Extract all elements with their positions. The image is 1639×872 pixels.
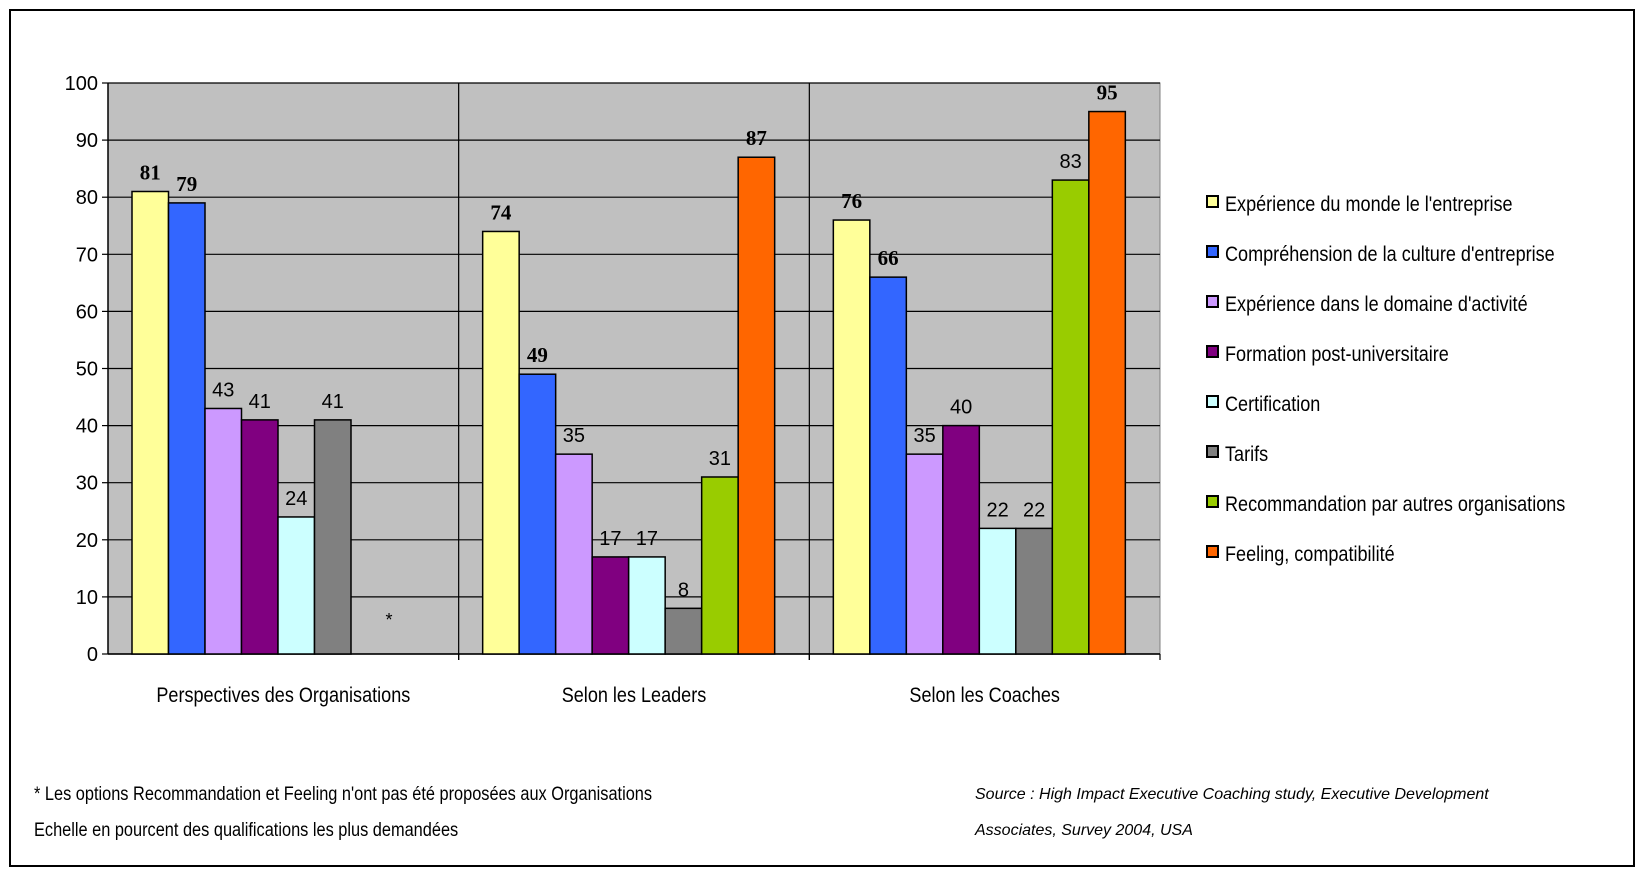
legend-label: Expérience dans le domaine d'activité bbox=[1225, 293, 1528, 316]
bar bbox=[481, 230, 520, 655]
legend-swatch bbox=[1206, 244, 1219, 258]
x-category-label: Selon les Coaches bbox=[909, 684, 1060, 708]
data-label: 24 bbox=[285, 488, 307, 510]
bar bbox=[277, 516, 316, 655]
data-label: 43 bbox=[212, 379, 234, 401]
legend-swatch bbox=[1206, 194, 1219, 208]
data-label: 41 bbox=[322, 391, 344, 413]
bar bbox=[240, 419, 279, 655]
bar bbox=[1088, 110, 1127, 655]
data-label: 87 bbox=[746, 126, 767, 150]
data-label: 66 bbox=[878, 246, 899, 270]
y-tick-label: 30 bbox=[76, 473, 98, 495]
bar bbox=[167, 202, 206, 655]
bar bbox=[869, 276, 908, 655]
legend-item-formation: Formation post-universitaire bbox=[1206, 342, 1485, 368]
y-tick-label: 100 bbox=[65, 73, 98, 95]
data-label: 81 bbox=[140, 160, 161, 184]
legend-swatch bbox=[1206, 394, 1219, 408]
data-label: 83 bbox=[1059, 151, 1081, 173]
bar bbox=[1051, 179, 1090, 655]
bar bbox=[978, 527, 1017, 655]
y-tick-label: 60 bbox=[76, 301, 98, 323]
bar bbox=[905, 453, 944, 655]
data-label: 31 bbox=[709, 448, 731, 470]
footnote-line-1: * Les options Recommandation et Feeling … bbox=[34, 784, 653, 805]
y-tick-label: 70 bbox=[76, 244, 98, 266]
legend-label: Recommandation par autres organisations bbox=[1225, 493, 1566, 516]
bar bbox=[131, 190, 170, 655]
y-tick-label: 90 bbox=[76, 130, 98, 152]
legend-label: Tarifs bbox=[1225, 443, 1269, 466]
y-tick-label: 50 bbox=[76, 359, 98, 381]
legend-label: Compréhension de la culture d'entreprise bbox=[1225, 243, 1555, 266]
bar bbox=[700, 476, 739, 655]
legend-swatch bbox=[1206, 494, 1219, 508]
y-tick-label: 20 bbox=[76, 530, 98, 552]
bar bbox=[942, 424, 981, 655]
data-label: 22 bbox=[1023, 499, 1045, 521]
legend-swatch bbox=[1206, 344, 1219, 358]
x-category-label: Selon les Leaders bbox=[562, 684, 707, 708]
legend-item-certification: Certification bbox=[1206, 392, 1336, 418]
legend-item-experience-monde: Expérience du monde le l'entreprise bbox=[1206, 192, 1559, 218]
data-label: 41 bbox=[249, 391, 271, 413]
x-category-label: Perspectives des Organisations bbox=[156, 684, 410, 708]
legend-label: Expérience du monde le l'entreprise bbox=[1225, 193, 1513, 216]
footnote-line-2: Echelle en pourcent des qualifications l… bbox=[34, 820, 459, 841]
data-label: 79 bbox=[176, 172, 197, 196]
asterisk-marker: * bbox=[385, 610, 392, 630]
legend-item-experience-domaine: Expérience dans le domaine d'activité bbox=[1206, 292, 1577, 318]
source-line-2: Associates, Survey 2004, USA bbox=[975, 822, 1193, 839]
legend-label: Formation post-universitaire bbox=[1225, 343, 1449, 366]
bar bbox=[313, 419, 352, 655]
y-tick-label: 10 bbox=[76, 587, 98, 609]
legend-item-tarifs: Tarifs bbox=[1206, 442, 1275, 468]
legend-swatch bbox=[1206, 544, 1219, 558]
legend-item-feeling: Feeling, compatibilité bbox=[1206, 542, 1422, 568]
bar bbox=[737, 156, 776, 655]
legend-label: Feeling, compatibilité bbox=[1225, 543, 1395, 566]
bar bbox=[832, 219, 871, 655]
y-tick-label: 40 bbox=[76, 416, 98, 438]
data-label: 17 bbox=[636, 528, 658, 550]
data-label: 35 bbox=[563, 425, 585, 447]
y-tick-label: 0 bbox=[87, 644, 98, 666]
data-label: 35 bbox=[913, 425, 935, 447]
bar bbox=[204, 407, 243, 655]
y-tick-label: 80 bbox=[76, 187, 98, 209]
data-label: 40 bbox=[950, 397, 972, 419]
legend-label: Certification bbox=[1225, 393, 1321, 416]
data-label: 22 bbox=[986, 499, 1008, 521]
bar bbox=[518, 373, 557, 655]
data-label: 76 bbox=[841, 189, 862, 213]
source-line-1: Source : High Impact Executive Coaching … bbox=[975, 786, 1489, 803]
legend-item-recommandation: Recommandation par autres organisations bbox=[1206, 492, 1621, 518]
legend-swatch bbox=[1206, 294, 1219, 308]
data-label: 49 bbox=[527, 343, 548, 367]
bar bbox=[627, 556, 666, 655]
legend-item-comprehension-culture: Compréhension de la culture d'entreprise bbox=[1206, 242, 1608, 268]
data-label: 74 bbox=[490, 200, 512, 224]
bar bbox=[664, 607, 703, 655]
bar bbox=[1015, 527, 1054, 655]
data-label: 8 bbox=[678, 579, 689, 601]
data-label: 17 bbox=[599, 528, 621, 550]
bar bbox=[591, 556, 630, 655]
legend-swatch bbox=[1206, 444, 1219, 458]
data-label: 95 bbox=[1097, 81, 1118, 105]
bar bbox=[554, 453, 593, 655]
